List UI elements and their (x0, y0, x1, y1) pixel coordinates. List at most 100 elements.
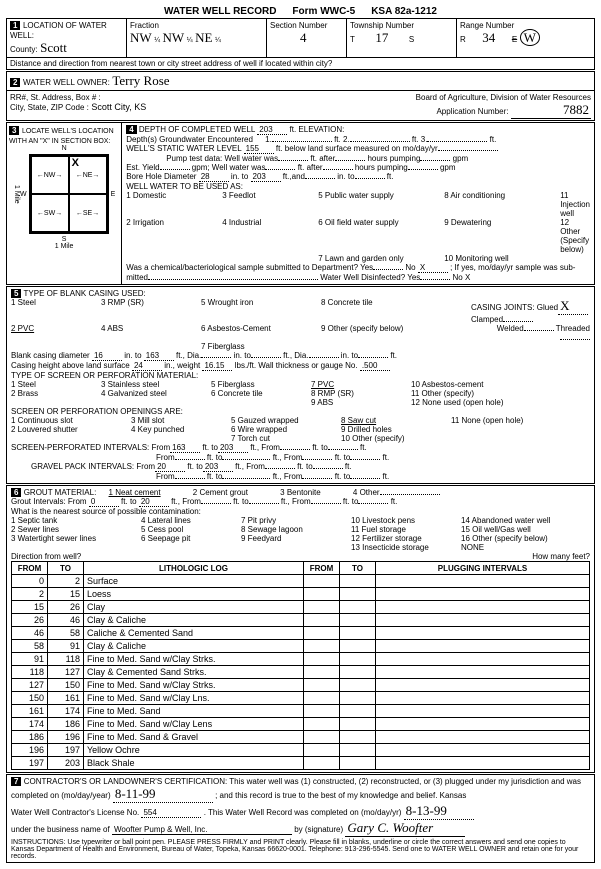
o3: 3 Mill slot (131, 416, 231, 425)
d1: 1. (265, 135, 272, 144)
g1: 1 Neat cement (109, 488, 161, 497)
gauge: .500 (360, 361, 390, 371)
use10: 10 Monitoring well (444, 254, 554, 263)
s9: 9 ABS (311, 398, 411, 407)
fraction-label: Fraction (130, 21, 159, 30)
lbs: lbs./ft. Wall thickness or gauge No. (235, 361, 358, 370)
blank-dia-label: Blank casing diameter (11, 351, 90, 360)
s8: 8 RMP (SR) (311, 389, 411, 398)
q-nw: ← NW → (31, 156, 69, 194)
p12: 12 Fertilizer storage (351, 534, 461, 543)
c3: 3 RMP (SR) (101, 298, 201, 324)
section-label: Section Number (270, 21, 327, 30)
to-c2: ft. to (297, 462, 313, 471)
form-no: Form WWC-5 (292, 6, 355, 17)
mile-s: 1 Mile (55, 243, 74, 250)
table-row: 91118Fine to Med. Sand w/Clay Strks. (12, 653, 590, 666)
table-row: 02Surface (12, 575, 590, 588)
s5: 5 Fiberglass (211, 380, 311, 389)
table-row: 197203Black Shale (12, 757, 590, 770)
p8: 8 Sewage lagoon (241, 525, 351, 534)
from1: 163 (170, 443, 200, 453)
gi-to: 20 (139, 497, 169, 507)
sec5-heading: TYPE OF BLANK CASING USED: (24, 289, 146, 298)
from2: 20 (155, 462, 185, 472)
gi-label: Grout Intervals: From (11, 497, 87, 506)
appno-value: 7882 (511, 102, 591, 119)
gi-rest2: ft., From (281, 497, 311, 506)
use3: 3 Feedlot (222, 191, 312, 218)
chem-x: X (418, 263, 448, 273)
jx: X (558, 298, 588, 315)
clamped: Clamped (471, 315, 503, 324)
to-b: ft. to (207, 453, 223, 462)
rest: ; and this record is true to the best of… (215, 791, 466, 800)
fa1: ft. after (310, 154, 335, 163)
p4: 4 Lateral lines (141, 516, 241, 525)
to-d: ft. to (207, 472, 223, 481)
use2: 2 Irrigation (126, 218, 216, 254)
s3: 3 Stainless steel (101, 380, 211, 389)
o8: 8 Saw cut (341, 416, 451, 425)
instructions: INSTRUCTIONS: Use typewriter or ball poi… (11, 839, 590, 860)
wwr: . This Water Well Record was completed o… (204, 808, 402, 817)
gw-label: Depth(s) Groundwater Encountered (126, 135, 253, 144)
gi-from: 0 (89, 497, 119, 507)
into2: in. to (337, 172, 354, 181)
s1: 1 Steel (11, 380, 101, 389)
ft5: ft. (390, 351, 397, 360)
ft-d: ft. (383, 472, 390, 481)
use12: 12 Other (Specify below) (560, 218, 590, 254)
sec2-num: 2 (10, 78, 20, 87)
table-row: 186196Fine to Med. Sand & Gravel (12, 731, 590, 744)
o6: 6 Wire wrapped (231, 425, 341, 434)
s11: 11 Other (specify) (411, 389, 531, 398)
p6: 6 Seepage pit (141, 534, 241, 543)
perf-label: SCREEN-PERFORATED INTERVALS: (11, 443, 149, 452)
gpm1: gpm (453, 154, 469, 163)
to-d2: ft. to (335, 472, 351, 481)
o11: 11 None (open hole) (451, 416, 590, 425)
use11: 11 Injection well (560, 191, 590, 218)
g3: 3 Bentonite (280, 488, 320, 497)
gpm3: gpm (440, 163, 456, 172)
none: NONE (461, 543, 590, 552)
est-yield: Est. Yield (126, 163, 159, 172)
th-from2: FROM (304, 562, 340, 575)
d3: ft. 3. (412, 135, 428, 144)
t-t: T (350, 35, 355, 44)
p1: 1 Septic tank (11, 516, 141, 525)
r-w: W (520, 29, 540, 46)
c8: 8 Concrete tile (321, 298, 471, 324)
g4: 4 Other (353, 488, 380, 497)
ksa: KSA 82a-1212 (371, 6, 437, 17)
table-row: 1526Clay (12, 601, 590, 614)
howmany: How many feet? (532, 552, 590, 561)
ff-a: ft., From (250, 443, 280, 452)
o4: 4 Key punched (131, 425, 231, 434)
welded: Welded (497, 324, 524, 333)
board-label: Board of Agriculture, Division of Water … (416, 93, 591, 102)
gpm2: gpm; Well water was (192, 163, 266, 172)
r-r: R (460, 35, 466, 44)
dir-n: N (9, 145, 119, 152)
p14: 14 Abandoned water well (461, 516, 590, 525)
into1: in. to (124, 351, 141, 360)
form-title: WATER WELL RECORD (164, 6, 276, 17)
contam-label: What is the nearest source of possible c… (11, 507, 201, 516)
csz-label: City, State, ZIP Code : (10, 103, 89, 112)
in-wt: in., weight (164, 361, 200, 370)
ff-d: ft., From (273, 472, 303, 481)
sec5-num: 5 (11, 289, 21, 298)
weight: 16.15 (202, 361, 232, 371)
log-table: FROM TO LITHOLOGIC LOG FROM TO PLUGGING … (11, 561, 590, 770)
bore-label: Bore Hole Diameter (126, 172, 196, 181)
ft-elev: ft. ELEVATION: (290, 125, 345, 134)
th-to2: TO (340, 562, 376, 575)
r-e: E (512, 35, 517, 44)
static-after: ft. below land surface measured on mo/da… (276, 144, 438, 153)
table-row: 174186Fine to Med. Sand w/Clay Lens (12, 718, 590, 731)
c5: 5 Wrought iron (201, 298, 321, 324)
from-b: From (156, 453, 175, 462)
dir-w: W (20, 191, 27, 198)
